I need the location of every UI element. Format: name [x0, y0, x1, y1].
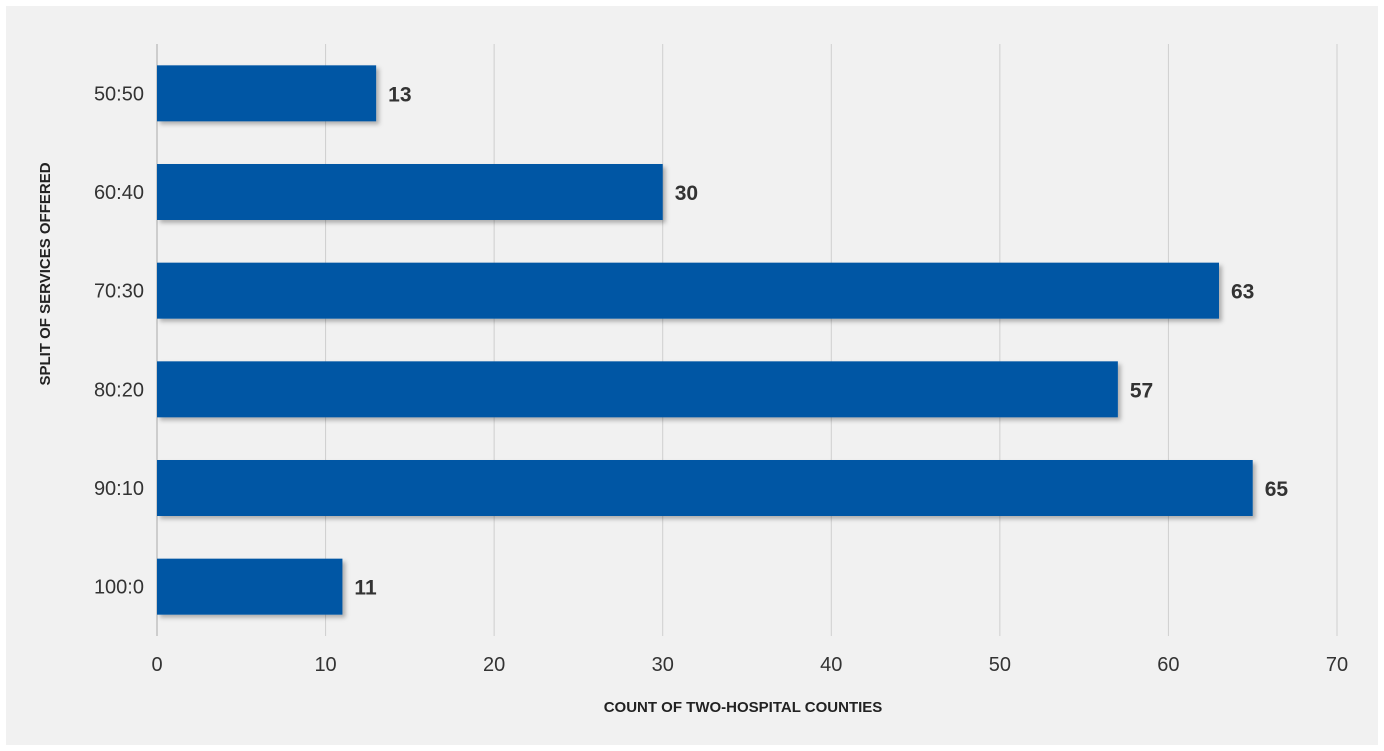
bar: [157, 558, 343, 615]
data-label: 63: [1231, 281, 1254, 304]
x-tick-label: 40: [820, 654, 842, 676]
x-axis-title: COUNT OF TWO-HOSPITAL COUNTIES: [604, 699, 883, 716]
y-tick-label: 90:10: [94, 478, 144, 500]
y-tick-label: 60:40: [94, 182, 144, 204]
bar: [157, 65, 377, 122]
bar: [157, 361, 1118, 418]
data-label: 57: [1130, 379, 1153, 402]
y-tick-label: 100:0: [94, 577, 144, 599]
y-tick-label: 70:30: [94, 281, 144, 303]
bar: [157, 262, 1219, 319]
y-tick-label: 50:50: [94, 83, 144, 105]
x-tick-label: 70: [1326, 654, 1348, 676]
x-tick-label: 30: [652, 654, 674, 676]
x-tick-label: 50: [989, 654, 1011, 676]
y-tick-label: 80:20: [94, 379, 144, 401]
bar-chart: 0 10 20 30 40 50 60 70 50:50 13 60:40 30 70:30 63 80:2…: [37, 44, 1348, 716]
bar: [157, 164, 663, 220]
x-tick-label: 60: [1157, 654, 1179, 676]
data-label: 30: [675, 182, 698, 205]
bar: [157, 460, 1253, 516]
data-label: 11: [354, 577, 377, 600]
bars: [157, 65, 1253, 615]
gridlines: [156, 44, 1338, 636]
data-label: 13: [388, 83, 411, 106]
labels: 0 10 20 30 40 50 60 70 50:50 13 60:40 30 70:30 63 80:2…: [94, 83, 1348, 676]
y-axis-title: SPLIT OF SERVICES OFFERED: [37, 162, 54, 385]
data-label: 65: [1265, 478, 1289, 501]
x-tick-label: 20: [483, 654, 505, 676]
chart-panel: 0 10 20 30 40 50 60 70 50:50 13 60:40 30 70:30 63 80:2…: [6, 6, 1378, 745]
x-tick-label: 10: [314, 654, 336, 676]
x-tick-label: 0: [151, 654, 162, 676]
